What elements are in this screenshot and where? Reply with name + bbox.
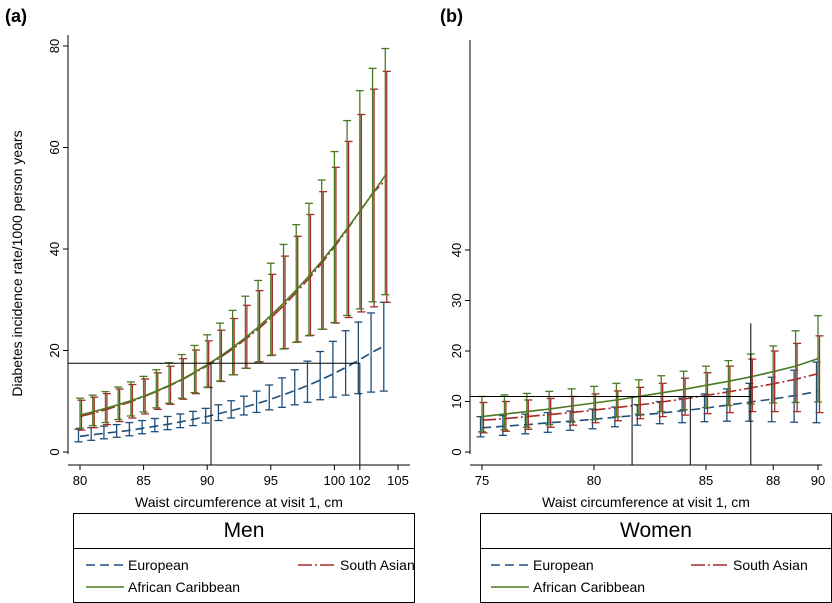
- legend-men-label-south-asian: South Asian: [340, 557, 415, 573]
- panel-a-x-axis-title: Waist circumference at visit 1, cm: [135, 494, 343, 510]
- panel-b-x-tick-label: 85: [699, 473, 713, 488]
- panel-b-y-tick-label: 0: [449, 448, 464, 455]
- european-line-sample: [86, 564, 124, 566]
- panel-b-chart: 0 10 20 30 40 75 80 85 88 90 Waist circumference a…: [449, 40, 825, 510]
- panel-a-chart: 0 20 40 60 80 80 85 90 95 100 102 105 Waist circumfe…: [9, 35, 410, 510]
- legend-men-title: Men: [74, 514, 414, 549]
- panel-a-european-line: [79, 344, 386, 438]
- panel-a-x-tick-label: 90: [200, 473, 214, 488]
- panel-a-y-tick-label: 80: [47, 39, 62, 53]
- south-asian-line-sample: [691, 564, 729, 566]
- panel-a-x-tick-label: 100: [324, 473, 346, 488]
- african-caribbean-line-sample: [86, 586, 124, 588]
- panel-a-tag: (a): [5, 6, 27, 26]
- panel-a-y-tick-label: 40: [47, 242, 62, 256]
- legend-men-label-european: European: [128, 557, 189, 573]
- panel-b-y-tick-label: 40: [449, 243, 464, 257]
- european-line-sample: [491, 564, 529, 566]
- panel-a-x-tick-label: 80: [73, 473, 87, 488]
- panel-b-african-caribbean-line: [481, 357, 819, 418]
- legend-women-label-european: European: [533, 557, 594, 573]
- legend-women: Women European South Asian African Carib…: [480, 513, 832, 603]
- panel-a-x-tick-label: 102: [349, 473, 371, 488]
- legend-women-label-african-caribbean: African Caribbean: [533, 579, 646, 595]
- panel-a-y-tick-label: 0: [47, 448, 62, 455]
- panel-b-tag: (b): [440, 6, 463, 26]
- panel-a-x-tick-label: 105: [387, 473, 409, 488]
- legend-women-item-european: European: [489, 555, 639, 575]
- panel-b-x-tick-label: 80: [587, 473, 601, 488]
- panel-a-x-tick-label: 85: [136, 473, 150, 488]
- panel-b-x-tick-label: 75: [475, 473, 489, 488]
- panel-a-y-tick-label: 20: [47, 343, 62, 357]
- south-asian-line-sample: [298, 564, 336, 566]
- legend-men-item-african-caribbean: African Caribbean: [84, 577, 284, 597]
- legend-women-item-south-asian: South Asian: [689, 555, 829, 575]
- panel-b-x-tick-label: 88: [766, 473, 780, 488]
- panel-b-x-axis-title: Waist circumference at visit 1, cm: [542, 494, 750, 510]
- legend-women-item-african-caribbean: African Caribbean: [489, 577, 689, 597]
- legend-men-item-european: European: [84, 555, 234, 575]
- panel-b-south-asian-line: [481, 372, 819, 421]
- panel-a-x-tick-label: 95: [264, 473, 278, 488]
- african-caribbean-line-sample: [491, 586, 529, 588]
- panel-b-y-tick-label: 20: [449, 344, 464, 358]
- legend-men-item-south-asian: South Asian: [296, 555, 415, 575]
- panel-a-african-caribbean-line: [79, 174, 386, 416]
- panel-b-x-tick-label: 90: [811, 473, 825, 488]
- legend-men: Men European South Asian African Caribbe…: [73, 513, 415, 603]
- panel-b-y-tick-label: 10: [449, 394, 464, 408]
- legend-women-label-south-asian: South Asian: [733, 557, 808, 573]
- panel-b-european-line: [481, 390, 819, 429]
- legend-women-title: Women: [481, 514, 831, 549]
- panel-a-y-tick-label: 60: [47, 140, 62, 154]
- panel-a-south-asian-line: [79, 179, 386, 418]
- panel-b-y-tick-label: 30: [449, 293, 464, 307]
- legend-men-label-african-caribbean: African Caribbean: [128, 579, 241, 595]
- panel-a-y-axis-title: Diabetes incidence rate/1000 person year…: [9, 130, 25, 396]
